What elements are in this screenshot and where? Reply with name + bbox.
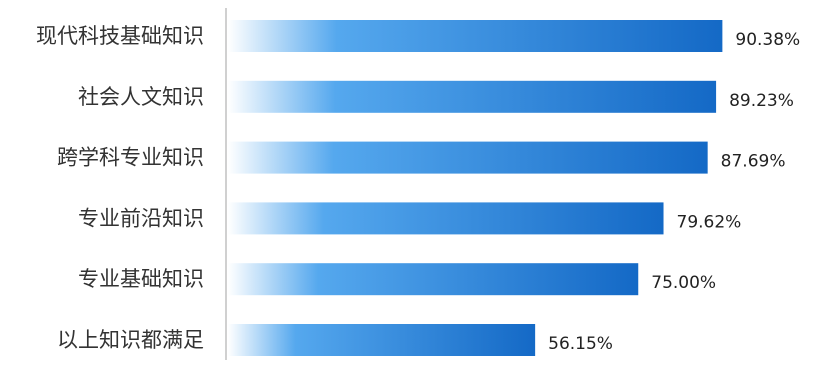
category-label: 社会人文知识	[78, 85, 204, 109]
bar	[228, 324, 536, 356]
bars-layer: 现代科技基础知识 90.38% 社会人文知识 89.23% 跨学科专业知识 87.69% 专…	[36, 20, 800, 356]
category-label: 以上知识都满足	[57, 328, 204, 352]
value-label: 75.00%	[651, 273, 716, 293]
value-label: 87.69%	[721, 152, 786, 172]
category-label: 专业基础知识	[78, 267, 204, 291]
bar	[228, 263, 639, 296]
category-label: 跨学科专业知识	[57, 146, 204, 170]
category-label: 专业前沿知识	[78, 206, 204, 230]
bar	[228, 20, 723, 52]
category-label: 现代科技基础知识	[36, 24, 204, 48]
value-label: 89.23%	[729, 91, 794, 111]
value-label: 56.15%	[548, 334, 613, 354]
bar	[228, 80, 717, 113]
value-label: 79.62%	[677, 212, 742, 232]
bar	[228, 141, 708, 174]
bar	[228, 202, 664, 235]
value-label: 90.38%	[735, 30, 800, 50]
